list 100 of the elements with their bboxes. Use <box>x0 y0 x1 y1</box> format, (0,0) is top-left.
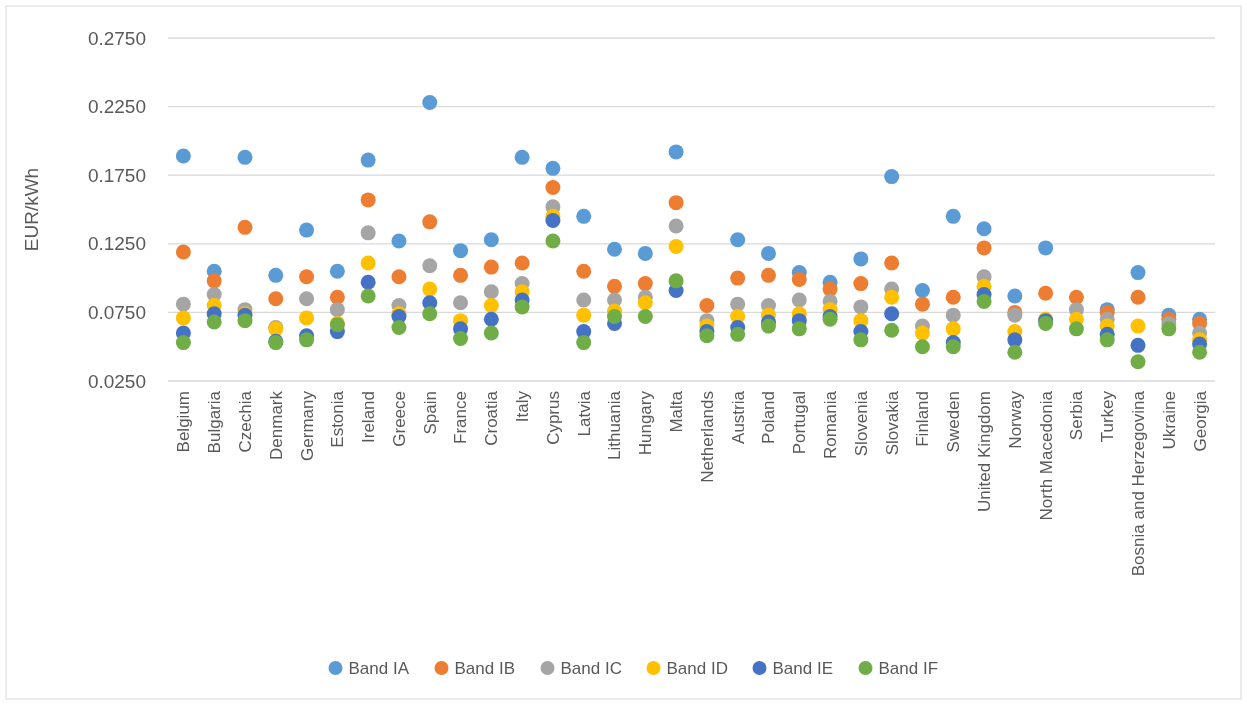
point <box>268 291 284 307</box>
point <box>914 339 930 355</box>
point <box>360 274 376 290</box>
x-tick-label: Slovakia <box>882 390 902 456</box>
x-tick-label: Serbia <box>1067 390 1087 441</box>
point <box>668 239 684 255</box>
point <box>299 332 315 348</box>
x-tick-label: Romania <box>821 390 841 460</box>
point <box>945 339 961 355</box>
point <box>175 310 191 326</box>
point <box>1007 332 1023 348</box>
point <box>1038 285 1054 301</box>
x-tick-label: Turkey <box>1098 390 1118 443</box>
point <box>607 241 623 257</box>
y-tick-label: 0.2250 <box>87 96 146 118</box>
x-tick-label: Slovenia <box>851 390 871 457</box>
point <box>237 219 253 235</box>
point <box>545 160 561 176</box>
point <box>637 309 653 324</box>
legend-label: Band IB <box>454 658 515 678</box>
point <box>422 281 438 297</box>
point <box>668 144 684 160</box>
point <box>945 208 961 224</box>
point <box>607 278 623 294</box>
x-tick-label: Germany <box>297 390 317 461</box>
point <box>576 208 592 224</box>
point <box>237 313 253 329</box>
point <box>1038 240 1054 256</box>
point <box>329 263 345 279</box>
point <box>453 243 469 259</box>
point <box>884 255 900 271</box>
point <box>1130 318 1146 334</box>
legend-label: Band ID <box>666 658 728 678</box>
point <box>884 322 900 338</box>
point <box>299 269 315 285</box>
y-axis-title: EUR/kWh <box>21 167 42 252</box>
point <box>360 225 376 241</box>
point <box>514 255 530 271</box>
point <box>422 214 438 230</box>
point <box>1099 332 1115 348</box>
point <box>483 298 499 314</box>
y-tick-label: 0.2750 <box>87 27 146 49</box>
point <box>791 292 807 308</box>
point <box>945 307 961 323</box>
x-tick-label: Belgium <box>174 391 194 453</box>
x-tick-label: France <box>451 391 471 444</box>
point <box>730 270 746 286</box>
point <box>483 259 499 275</box>
point <box>175 244 191 260</box>
point <box>299 222 315 238</box>
point <box>668 273 684 289</box>
x-tick-label: Poland <box>759 391 779 444</box>
y-tick-label: 0.0750 <box>87 302 146 324</box>
point <box>1068 321 1084 337</box>
point <box>422 258 438 274</box>
point <box>360 255 376 271</box>
point <box>853 251 869 267</box>
point <box>391 269 407 285</box>
y-tick-label: 0.1750 <box>87 164 146 186</box>
x-tick-label: Bosnia and Herzegovina <box>1128 390 1148 577</box>
x-tick-label: United Kingdom <box>974 391 994 512</box>
point <box>1130 337 1146 353</box>
point <box>206 273 222 289</box>
point <box>730 232 746 248</box>
point <box>976 240 992 256</box>
point <box>329 302 345 318</box>
point <box>668 195 684 211</box>
point <box>360 152 376 168</box>
x-tick-label: Netherlands <box>697 391 717 483</box>
point <box>175 148 191 164</box>
point <box>422 95 438 110</box>
legend-label: Band IC <box>560 658 622 678</box>
point <box>945 289 961 305</box>
point <box>914 296 930 312</box>
point <box>299 291 315 307</box>
point <box>945 321 961 337</box>
x-tick-label: Georgia <box>1190 390 1210 452</box>
x-tick-label: Sweden <box>944 391 964 453</box>
point <box>637 276 653 292</box>
y-tick-label: 0.0250 <box>87 370 146 392</box>
x-tick-label: Czechia <box>235 390 255 453</box>
point <box>483 284 499 300</box>
x-tick-label: Lithuania <box>605 390 625 461</box>
point <box>853 276 869 292</box>
point <box>976 293 992 309</box>
point <box>483 325 499 341</box>
point <box>760 267 776 283</box>
point <box>1130 265 1146 281</box>
point <box>884 169 900 185</box>
x-tick-label: Finland <box>913 391 933 447</box>
point <box>760 318 776 334</box>
point <box>976 221 992 237</box>
point <box>329 289 345 305</box>
x-tick-label: Austria <box>728 390 748 444</box>
point <box>453 330 469 346</box>
point <box>453 267 469 283</box>
point <box>545 212 561 228</box>
point <box>514 299 530 315</box>
point <box>576 335 592 351</box>
point <box>884 306 900 322</box>
